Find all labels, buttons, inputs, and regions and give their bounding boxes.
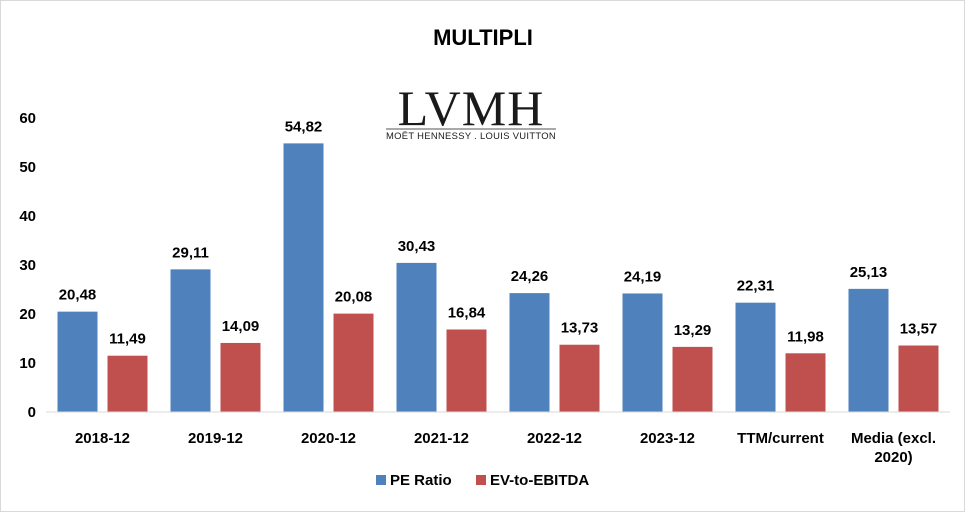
bar-pe-ratio	[622, 293, 663, 412]
bar-ev-to-ebitda	[785, 353, 826, 412]
legend: PE Ratio EV-to-EBITDA	[376, 472, 589, 489]
bar-pe-ratio	[396, 262, 437, 412]
y-tick-label: 50	[19, 159, 36, 176]
x-tick-label: 2023-12	[640, 430, 695, 447]
bar-ev-to-ebitda	[559, 344, 600, 412]
x-axis: 2018-12 2019-12 2020-12 2021-12 2022-12 2023-…	[46, 411, 950, 466]
legend-swatch	[476, 475, 486, 485]
data-label: 11,49	[109, 331, 146, 348]
bar-ev-to-ebitda	[220, 342, 261, 412]
data-label: 24,19	[624, 268, 662, 285]
x-tick-label: 2020-12	[301, 430, 356, 447]
x-tick-label: TTM/current	[737, 430, 824, 447]
x-tick-label: 2018-12	[75, 430, 130, 447]
logo-subtext: MOËT HENNESSY . LOUIS VUITTON	[386, 131, 556, 141]
y-tick-label: 0	[28, 404, 36, 421]
data-label: 30,43	[398, 238, 436, 255]
bars-group: 20,48 11,49 29,11 14,09 54,82 20,08 30,43 16,84…	[57, 118, 939, 412]
data-label: 20,08	[335, 289, 373, 306]
data-label: 16,84	[448, 304, 486, 321]
data-label: 13,29	[674, 322, 712, 339]
legend-label: PE Ratio	[390, 472, 452, 489]
bar-pe-ratio	[170, 269, 211, 412]
y-tick-label: 30	[19, 257, 36, 274]
bar-ev-to-ebitda	[333, 313, 374, 412]
legend-label: EV-to-EBITDA	[490, 472, 589, 489]
y-tick-label: 40	[19, 208, 36, 225]
x-tick-label: 2019-12	[188, 430, 243, 447]
y-tick-label: 60	[19, 110, 36, 127]
bar-pe-ratio	[57, 311, 98, 412]
bar-ev-to-ebitda	[446, 329, 487, 412]
bar-pe-ratio	[848, 288, 889, 412]
x-tick-label: 2021-12	[414, 430, 469, 447]
data-label: 13,57	[900, 321, 938, 338]
y-tick-label: 10	[19, 355, 36, 372]
lvmh-logo: LVMH MOËT HENNESSY . LOUIS VUITTON	[386, 80, 556, 141]
logo-text: LVMH	[398, 80, 545, 136]
x-tick-label: 2020)	[874, 449, 912, 466]
data-label: 24,26	[511, 268, 549, 285]
data-label: 20,48	[59, 287, 97, 304]
legend-swatch	[376, 475, 386, 485]
y-axis: 0 10 20 30 40 50 60	[19, 110, 36, 421]
y-tick-label: 20	[19, 306, 36, 323]
x-tick-label: 2022-12	[527, 430, 582, 447]
data-label: 29,11	[172, 244, 209, 261]
data-label: 11,98	[787, 328, 824, 345]
bar-ev-to-ebitda	[672, 346, 713, 412]
bar-ev-to-ebitda	[107, 355, 148, 412]
bar-pe-ratio	[735, 302, 776, 412]
data-label: 14,09	[222, 318, 260, 335]
x-tick-label: Media (excl.	[851, 430, 936, 447]
bar-ev-to-ebitda	[898, 345, 939, 412]
bar-pe-ratio	[509, 293, 550, 412]
data-label: 54,82	[285, 118, 323, 135]
bar-pe-ratio	[283, 143, 324, 412]
data-label: 22,31	[737, 278, 775, 295]
data-label: 25,13	[850, 264, 888, 281]
data-label: 13,73	[561, 320, 599, 337]
chart-title: MULTIPLI	[433, 25, 533, 50]
